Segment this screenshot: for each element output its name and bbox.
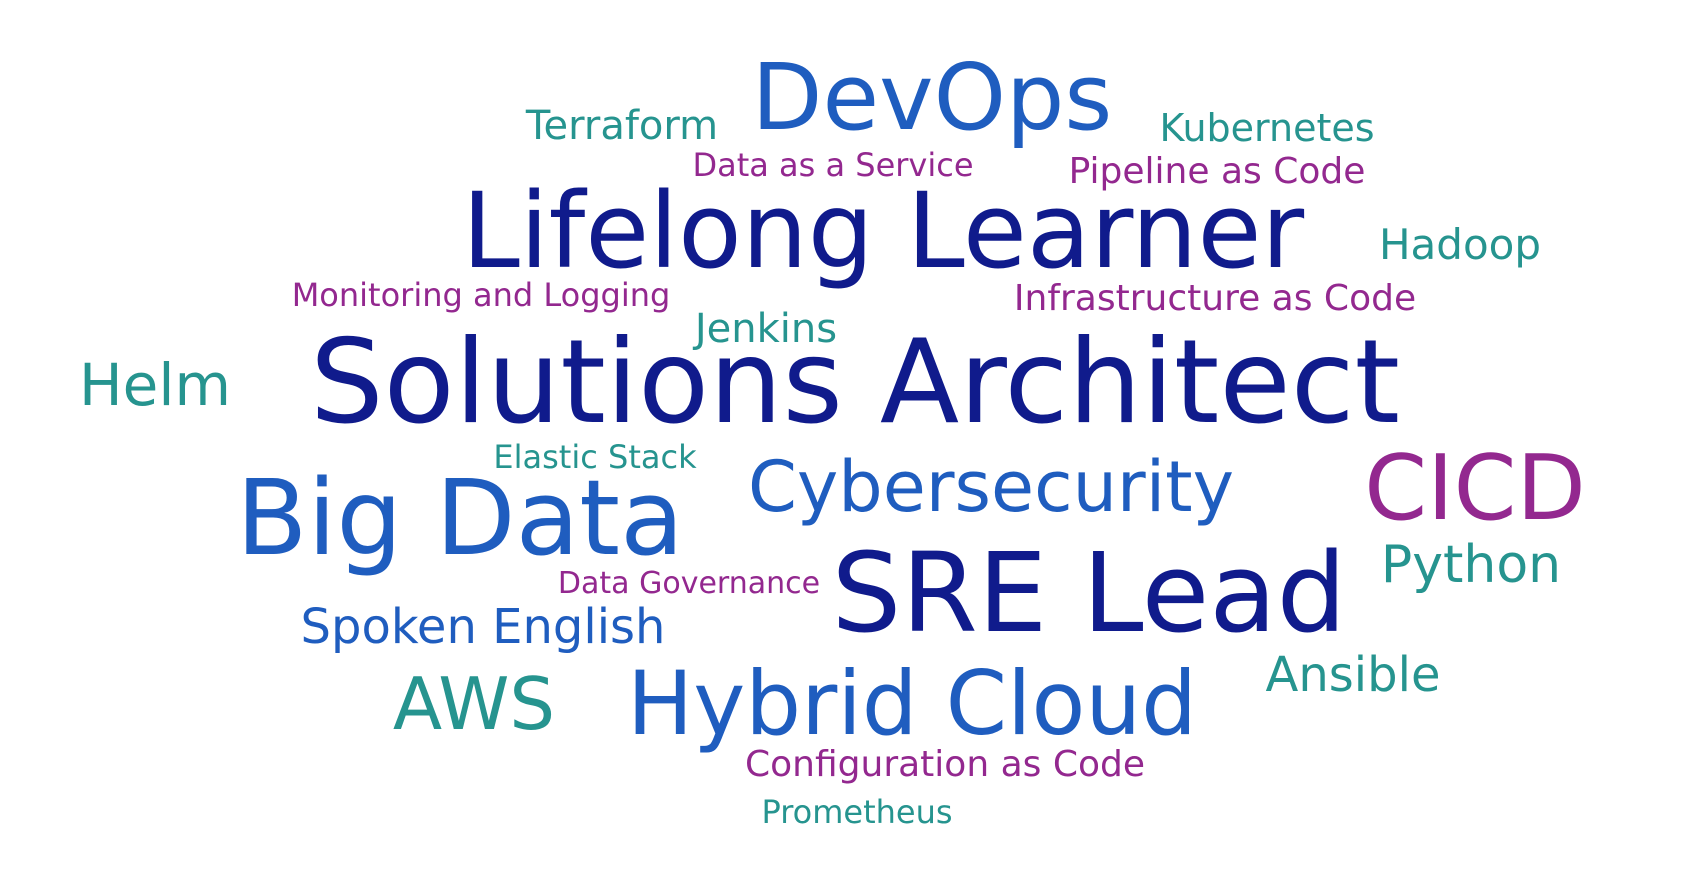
word-monitoring-and-logging: Monitoring and Logging	[291, 276, 671, 314]
word-elastic-stack: Elastic Stack	[493, 438, 697, 476]
word-solutions-architect: Solutions Architect	[310, 315, 1400, 450]
word-hadoop: Hadoop	[1378, 220, 1542, 269]
word-terraform: Terraform	[525, 103, 719, 149]
word-ansible: Ansible	[1265, 647, 1441, 703]
word-hybrid-cloud: Hybrid Cloud	[627, 652, 1197, 755]
word-data-governance: Data Governance	[557, 566, 821, 601]
word-devops: DevOps	[751, 44, 1113, 151]
word-sre-lead: SRE Lead	[831, 529, 1347, 657]
word-spoken-english: Spoken English	[300, 599, 666, 655]
word-lifelong-learner: Lifelong Learner	[461, 170, 1305, 292]
word-configuration-as-code: Configuration as Code	[744, 744, 1146, 785]
word-aws: AWS	[392, 662, 556, 746]
word-data-as-a-service: Data as a Service	[692, 146, 974, 184]
word-infrastructure-as-code: Infrastructure as Code	[1013, 278, 1417, 319]
word-prometheus: Prometheus	[761, 793, 953, 831]
word-kubernetes: Kubernetes	[1159, 106, 1375, 150]
word-big-data: Big Data	[236, 457, 684, 579]
word-cybersecurity: Cybersecurity	[747, 446, 1235, 528]
word-helm: Helm	[79, 351, 231, 419]
word-cicd: CICD	[1364, 436, 1586, 541]
word-jenkins: Jenkins	[694, 306, 838, 352]
word-pipeline-as-code: Pipeline as Code	[1068, 151, 1366, 192]
word-python: Python	[1380, 535, 1562, 595]
